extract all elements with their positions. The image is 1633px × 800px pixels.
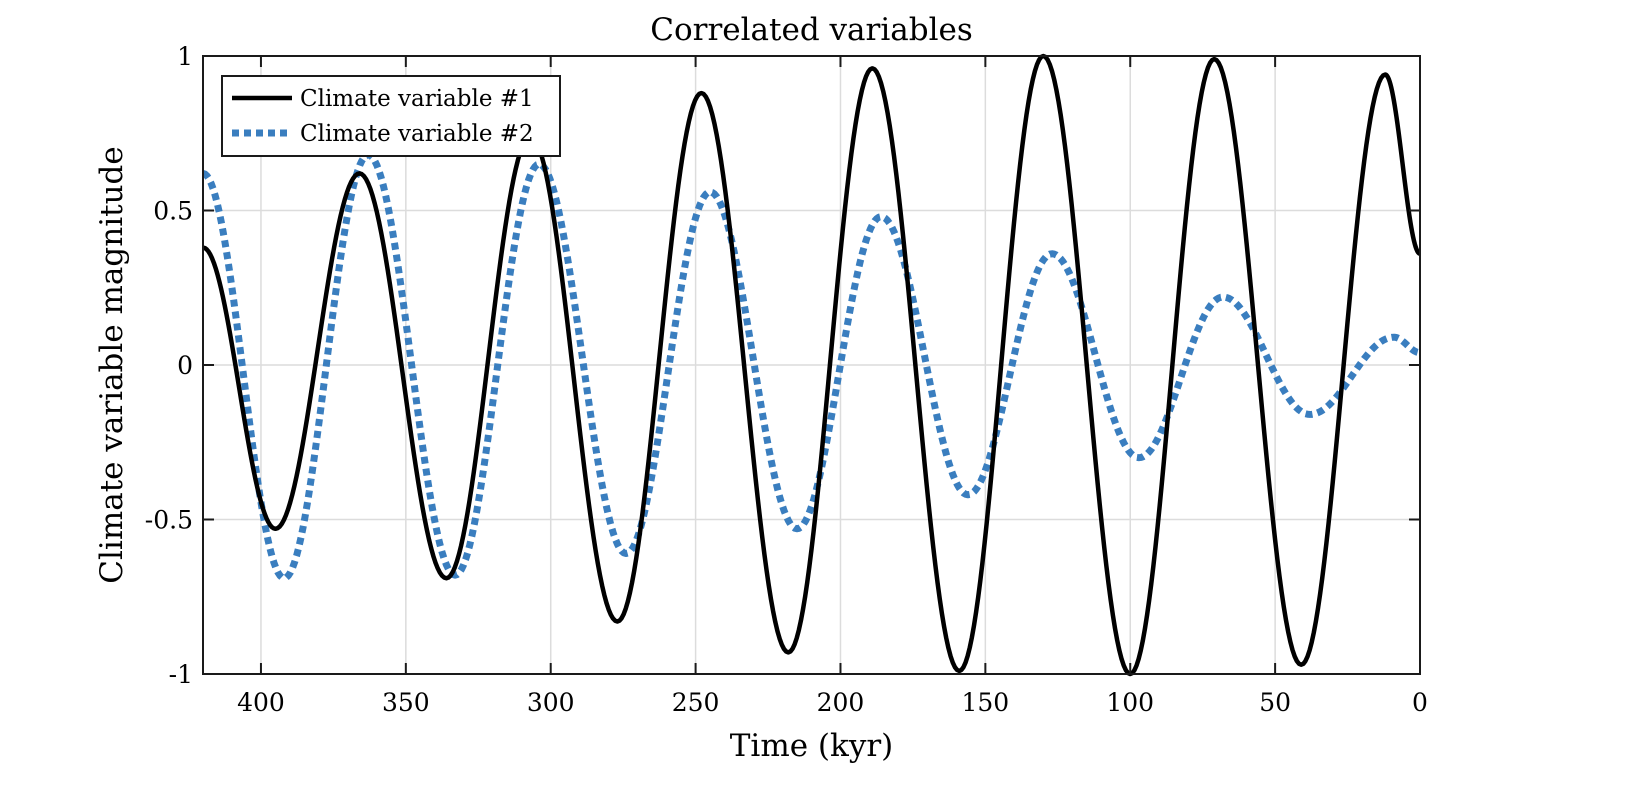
- axis-ticks: 400 350 300 250 200 150 100 50 0 -1 -0.5 0 0.5 1: [145, 42, 1428, 717]
- y-tick-label: 0: [177, 351, 193, 380]
- y-tick-label: -1: [169, 660, 193, 689]
- series-line-2: [201, 151, 1423, 582]
- y-tick-label: 1: [177, 42, 193, 71]
- x-tick-label: 200: [817, 688, 865, 717]
- y-tick-label: -0.5: [145, 506, 193, 535]
- x-tick-label: 400: [237, 688, 285, 717]
- series-lines: [201, 53, 1423, 677]
- legend-label-series-1: Climate variable #1: [300, 86, 534, 112]
- x-tick-label: 50: [1259, 688, 1291, 717]
- series-line-1: [202, 53, 1422, 677]
- x-tick-label: 350: [382, 688, 430, 717]
- x-tick-label: 100: [1106, 688, 1154, 717]
- x-tick-label: 300: [527, 688, 575, 717]
- x-tick-label: 150: [961, 688, 1009, 717]
- x-tick-label: 0: [1412, 688, 1428, 717]
- legend: Climate variable #1 Climate variable #2: [221, 75, 561, 157]
- legend-label-series-2: Climate variable #2: [300, 121, 534, 147]
- y-axis-label: Climate variable magnitude: [94, 146, 130, 583]
- x-axis-label: Time (kyr): [730, 728, 894, 764]
- legend-box: [221, 75, 561, 157]
- x-tick-label: 250: [672, 688, 720, 717]
- chart-title: Correlated variables: [650, 12, 973, 48]
- y-tick-label: 0.5: [153, 197, 193, 226]
